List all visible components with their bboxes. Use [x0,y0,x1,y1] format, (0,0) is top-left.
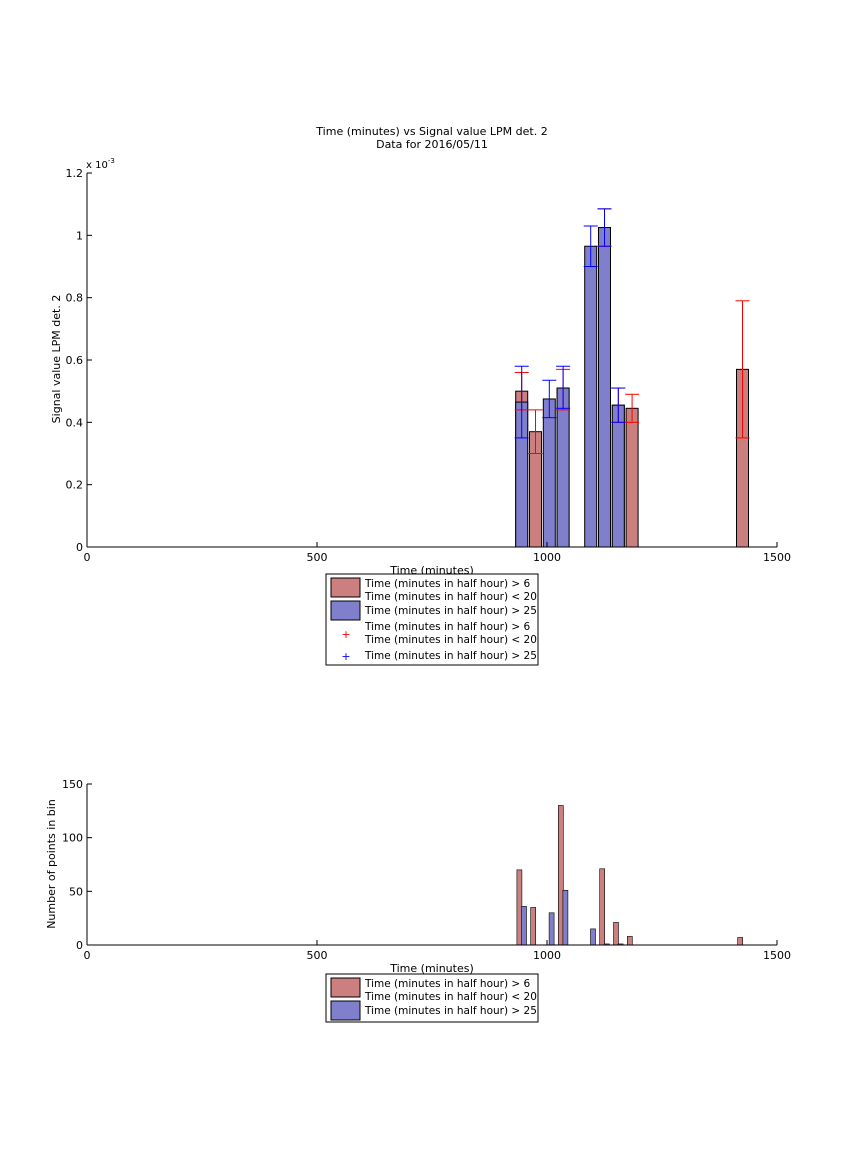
signal-y-tick-label: 0.8 [66,292,84,305]
signal-bar [584,245,598,548]
count-legend: Time (minutes in half hour) > 6 Time (mi… [325,973,539,1023]
count-x-tick-label: 1500 [763,949,791,962]
signal-bar [625,407,639,548]
count-y-tick-label: 0 [76,939,83,952]
legend-blue-plus-marker: + [341,650,350,663]
count-x-tick-label: 1000 [533,949,561,962]
legend-red-plus-marker: + [341,628,350,641]
legend-entry-label: Time (minutes in half hour) < 20 [364,591,537,603]
legend-entry-label: Time (minutes in half hour) > 25 [364,650,537,662]
legend-blue-patch [330,1000,361,1021]
signal-y-tick-label: 0.4 [66,416,84,429]
count-bar [530,907,537,946]
signal-x-tick-label: 1000 [533,551,561,564]
legend-entry-label: Time (minutes in half hour) < 20 [364,991,537,1003]
signal-legend-box [325,573,539,666]
signal-bar [611,404,625,548]
signal-y-tick-label: 0.2 [66,479,84,492]
count-y-tick-label: 150 [62,778,83,791]
count-x-axis-label: Time (minutes) [389,962,474,975]
legend-entry-label: Time (minutes in half hour) < 20 [364,634,537,646]
signal-y-tick-label: 1 [76,229,83,242]
legend-entry-label: Time (minutes in half hour) > 25 [364,1005,537,1017]
signal-y-tick-label: 0 [76,541,83,554]
signal-bars [515,227,749,548]
count-bar [562,889,569,946]
legend-entry-label: Time (minutes in half hour) > 6 [364,578,531,590]
count-x-tick-label: 500 [307,949,328,962]
count-bar [521,906,527,946]
count-y-tick-label: 50 [69,885,83,898]
signal-x-tick-label: 500 [307,551,328,564]
signal-y-axis-label: Signal value LPM det. 2 [50,295,63,424]
count-bar [590,928,596,946]
count-bar [599,868,606,946]
signal-legend: Time (minutes in half hour) > 6 Time (mi… [325,573,539,666]
legend-red-patch [330,577,361,598]
legend-blue-patch [330,600,361,621]
count-bar [737,937,744,946]
chart-title: Time (minutes) vs Signal value LPM det. … [315,125,547,138]
count-bar [613,922,619,946]
count-y-tick-label: 100 [62,832,83,845]
signal-error-bars [514,208,750,454]
count-bar [516,869,523,946]
signal-bar [556,387,570,548]
signal-bar [542,398,556,548]
legend-entry-label: Time (minutes in half hour) > 25 [364,605,537,617]
count-bar [548,912,555,946]
signal-y-tick-label: 0.6 [66,354,84,367]
count-bar [557,805,564,946]
count-chart: 0 500 1000 1500 0 50 100 150 Time (minutes) Num… [45,778,791,975]
count-bars [516,805,744,946]
legend-red-patch [330,977,361,998]
legend-entry-label: Time (minutes in half hour) > 6 [364,978,531,990]
signal-exponent-label: x 10-3 [86,157,115,171]
signal-y-tick-label: 1.2 [66,167,84,180]
signal-axes: 0 500 1000 1500 0 0.2 0.4 0.6 0.8 1 1.2 [66,167,792,564]
signal-x-tick-label: 0 [84,551,91,564]
signal-bar [598,227,611,548]
chart-subtitle: Data for 2016/05/11 [376,138,488,151]
count-bar [626,936,633,946]
count-x-tick-label: 0 [84,949,91,962]
count-y-axis-label: Number of points in bin [45,799,58,929]
count-legend-box [325,973,539,1023]
legend-entry-label: Time (minutes in half hour) > 6 [364,621,531,633]
count-axes: 0 500 1000 1500 0 50 100 150 [62,778,791,962]
signal-x-tick-label: 1500 [763,551,791,564]
